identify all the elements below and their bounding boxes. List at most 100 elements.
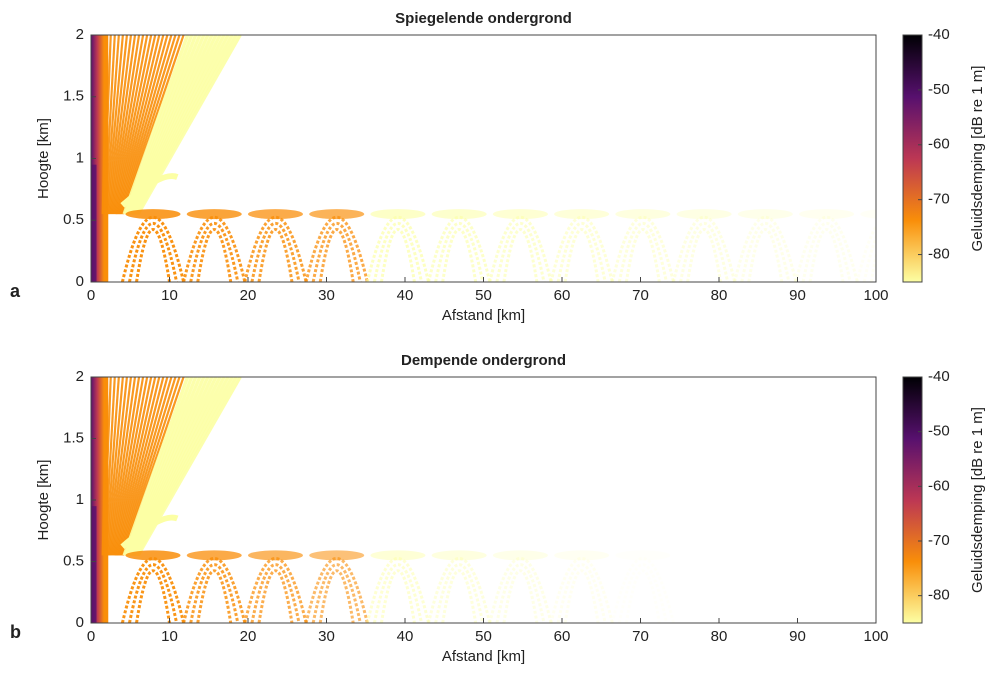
y-tick-label: 2	[76, 368, 84, 385]
arch	[808, 228, 845, 282]
ray	[113, 35, 153, 215]
duct-blob	[799, 209, 855, 220]
arch	[679, 221, 730, 282]
duct-blob	[370, 209, 426, 220]
duct-blob	[860, 209, 876, 219]
duct-blob	[431, 209, 487, 220]
chart-title: Dempende ondergrond	[401, 352, 566, 369]
arch	[624, 228, 661, 282]
duct-blob	[615, 550, 671, 561]
arch	[549, 215, 614, 282]
duct-blob	[186, 209, 242, 220]
y-tick-label: 0.5	[63, 211, 84, 228]
y-tick-label: 1.5	[63, 88, 84, 105]
y-tick-label: 0	[76, 614, 84, 631]
x-tick-label: 20	[240, 628, 257, 645]
arch	[135, 569, 171, 623]
x-tick-label: 0	[87, 628, 95, 645]
ray	[114, 377, 157, 556]
arch	[257, 228, 294, 282]
arch	[379, 569, 416, 623]
ray	[108, 377, 133, 556]
ray	[107, 35, 129, 215]
arch	[502, 569, 539, 623]
ray	[116, 35, 165, 215]
arch	[243, 215, 308, 282]
colorbar-tick-label: -40	[928, 368, 950, 385]
arch	[672, 215, 737, 282]
ray	[118, 35, 173, 215]
arch	[318, 569, 355, 623]
ray	[105, 35, 124, 215]
ray	[116, 377, 165, 556]
y-tick-label: 1	[76, 491, 84, 508]
arch	[311, 221, 362, 282]
ray	[119, 35, 177, 215]
x-tick-label: 80	[711, 287, 728, 304]
ray	[102, 35, 112, 215]
x-tick-label: 40	[397, 287, 414, 304]
colorbar-tick-label: -40	[928, 26, 950, 43]
x-axis-label: Afstand [km]	[442, 307, 525, 324]
field	[91, 35, 876, 282]
colorbar-tick-label: -50	[928, 423, 950, 440]
duct-blob	[554, 209, 610, 220]
arch	[740, 221, 791, 282]
ray	[114, 35, 157, 215]
x-tick-label: 60	[554, 628, 571, 645]
x-tick-label: 0	[87, 287, 95, 304]
x-tick-label: 30	[318, 628, 335, 645]
duct-blob	[125, 209, 181, 220]
x-tick-label: 100	[863, 287, 888, 304]
ray	[120, 35, 181, 215]
colorbar-tick-label: -50	[928, 81, 950, 98]
y-tick-label: 0	[76, 273, 84, 290]
arch	[127, 563, 179, 623]
ray	[112, 35, 149, 215]
x-tick-label: 60	[554, 287, 571, 304]
x-tick-label: 50	[475, 628, 492, 645]
colorbar-tick-label: -60	[928, 477, 950, 494]
arch	[624, 569, 661, 623]
x-tick-label: 100	[863, 628, 888, 645]
ray	[101, 377, 108, 556]
duct-blob	[615, 209, 671, 220]
y-axis-label: Hoogte [km]	[35, 460, 52, 541]
duct-blob	[370, 550, 426, 561]
arch	[196, 228, 233, 282]
arch	[502, 228, 539, 282]
duct-blob	[492, 209, 548, 220]
arch	[189, 563, 240, 623]
ray	[103, 377, 116, 556]
ray	[110, 377, 141, 556]
colorbar-label: Geluidsdemping [dB re 1 m]	[969, 407, 986, 593]
arch	[733, 215, 798, 282]
x-tick-label: 90	[789, 628, 806, 645]
arch	[120, 215, 186, 282]
arch	[182, 215, 247, 282]
arch	[794, 215, 859, 282]
arch	[747, 228, 784, 282]
arch	[304, 215, 369, 282]
arch	[250, 563, 301, 623]
ray	[115, 35, 161, 215]
x-tick-label: 70	[632, 628, 649, 645]
x-tick-label: 80	[711, 628, 728, 645]
ray	[109, 35, 137, 215]
arch	[365, 215, 431, 282]
arch	[379, 228, 416, 282]
arch	[434, 221, 485, 282]
arch	[563, 228, 600, 282]
x-tick-label: 40	[397, 628, 414, 645]
arch	[869, 250, 876, 282]
ray	[102, 377, 112, 556]
colorbar	[902, 376, 923, 624]
duct-blob	[554, 550, 610, 561]
arch	[441, 228, 478, 282]
field	[91, 377, 675, 623]
ray	[117, 377, 169, 556]
ray	[110, 35, 141, 215]
colorbar-tick-label: -60	[928, 136, 950, 153]
x-tick-label: 50	[475, 287, 492, 304]
